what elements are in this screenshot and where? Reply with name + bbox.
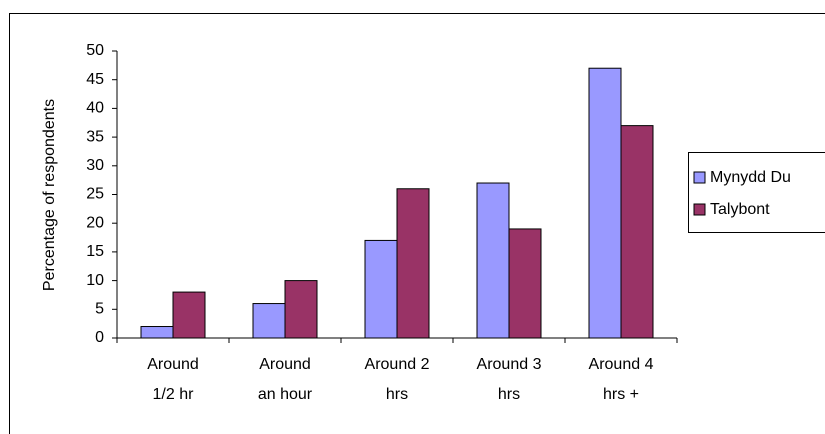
bar [620, 125, 654, 339]
y-tick-label: 10 [86, 272, 104, 289]
bar [396, 188, 430, 339]
y-tick-label: 50 [86, 42, 104, 59]
x-tick-label: Around 3 [477, 356, 542, 373]
y-tick-label: 5 [95, 301, 104, 318]
x-tick-label: Around [147, 356, 199, 373]
bar [284, 280, 318, 339]
bar [140, 326, 174, 339]
y-tick-label: 40 [86, 100, 104, 117]
y-tick-label: 0 [95, 329, 104, 346]
x-tick-label: Around 2 [365, 356, 430, 373]
x-tick-label: hrs [498, 386, 520, 403]
y-tick-label: 30 [86, 157, 104, 174]
x-tick-label: an hour [258, 386, 313, 403]
x-tick-label: 1/2 hr [153, 386, 195, 403]
legend-label: Talybont [710, 201, 770, 218]
bar [588, 67, 622, 339]
y-tick-label: 45 [86, 71, 104, 88]
legend-box [688, 152, 825, 233]
y-tick-label: 35 [86, 128, 104, 145]
bar [364, 239, 398, 339]
bar [172, 291, 206, 339]
bar [476, 182, 510, 339]
y-axis-label: Percentage of respondents [41, 99, 58, 291]
x-tick-label: Around [259, 356, 311, 373]
x-tick-label: hrs [386, 386, 408, 403]
bar [508, 228, 542, 339]
y-tick-label: 15 [86, 243, 104, 260]
y-tick-label: 25 [86, 186, 104, 203]
legend-swatch [693, 203, 706, 216]
x-tick-label: hrs + [603, 386, 639, 403]
x-tick-label: Around 4 [589, 356, 654, 373]
legend-label: Mynydd Du [710, 169, 791, 186]
legend-swatch [693, 171, 706, 184]
bar [252, 303, 286, 339]
y-tick-label: 20 [86, 214, 104, 231]
